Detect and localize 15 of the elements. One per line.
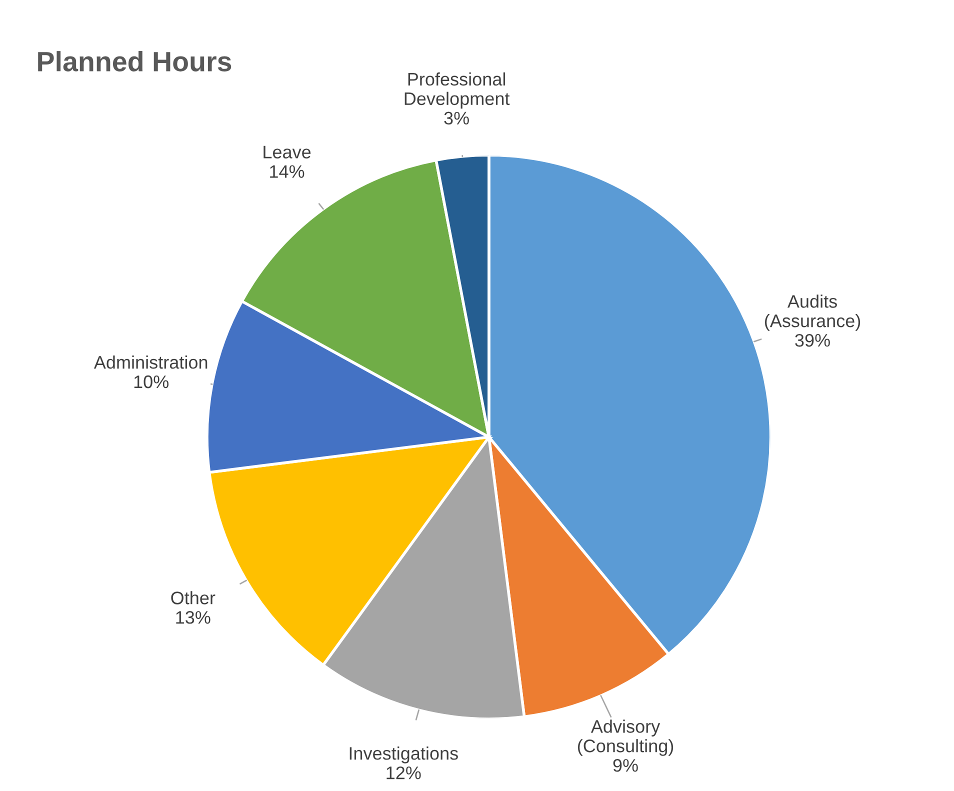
- slice-label: Audits (Assurance): [764, 294, 860, 331]
- chart-title: Planned Hours: [38, 51, 232, 72]
- slice-label: Administration: [94, 356, 208, 369]
- data-label: 14%: [270, 165, 304, 178]
- data-label: 9%: [613, 759, 638, 772]
- data-label: 12%: [386, 766, 421, 780]
- slice-label: Leave: [264, 146, 311, 158]
- slice-label: Professional Development: [404, 72, 510, 109]
- slice-label: Other: [171, 591, 216, 604]
- data-label: 10%: [134, 375, 169, 388]
- data-label: 13%: [176, 611, 210, 624]
- slice-label: Investigations: [350, 746, 458, 764]
- data-label: 3%: [444, 112, 469, 125]
- data-label: 39%: [795, 334, 830, 347]
- slice-label: Advisory (Consulting): [578, 720, 674, 756]
